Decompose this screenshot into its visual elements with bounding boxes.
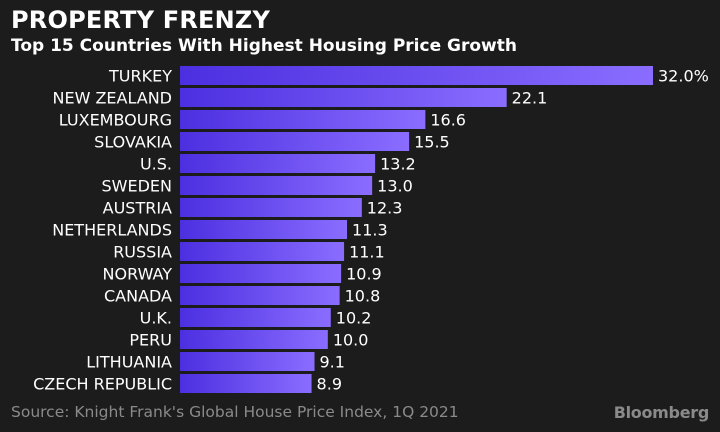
category-label: RUSSIA <box>113 243 172 262</box>
bar-slovakia <box>180 132 410 151</box>
value-label: 15.5 <box>414 133 450 152</box>
category-label: SWEDEN <box>102 177 172 196</box>
value-label: 11.3 <box>352 221 388 240</box>
bar-netherlands <box>180 220 348 239</box>
category-label: CZECH REPUBLIC <box>33 375 172 394</box>
source-note: Source: Knight Frank's Global House Pric… <box>11 403 459 421</box>
value-label: 11.1 <box>349 243 385 262</box>
value-label: 32.0% <box>658 67 709 86</box>
value-label: 16.6 <box>430 111 466 130</box>
value-label: 9.1 <box>320 353 345 372</box>
value-label: 12.3 <box>367 199 403 218</box>
value-label: 13.0 <box>377 177 413 196</box>
bar-lithuania <box>180 352 315 371</box>
category-label: SLOVAKIA <box>94 133 172 152</box>
category-label: U.S. <box>140 155 172 174</box>
category-label: U.K. <box>140 309 172 328</box>
category-label: NORWAY <box>103 265 173 284</box>
value-label: 10.9 <box>346 265 382 284</box>
bar-canada <box>180 286 340 305</box>
value-label: 13.2 <box>380 155 416 174</box>
bar-luxembourg <box>180 110 426 129</box>
bar-u-s- <box>180 154 376 173</box>
category-label: AUSTRIA <box>103 199 172 218</box>
chart-subtitle: Top 15 Countries With Highest Housing Pr… <box>11 36 517 56</box>
value-label: 10.8 <box>345 287 381 306</box>
chart-title: PROPERTY FRENZY <box>11 6 271 34</box>
category-label: LITHUANIA <box>86 353 172 372</box>
bar-u-k- <box>180 308 331 327</box>
value-label: 22.1 <box>512 89 548 108</box>
bar-peru <box>180 330 328 349</box>
bloomberg-logo: Bloomberg <box>613 403 710 422</box>
category-label: PERU <box>129 331 172 350</box>
value-label: 10.0 <box>333 331 369 350</box>
bar-sweden <box>180 176 373 195</box>
bar-austria <box>180 198 362 217</box>
category-label: CANADA <box>104 287 172 306</box>
bar-new-zealand <box>180 88 507 107</box>
category-label: NETHERLANDS <box>52 221 172 240</box>
category-label: NEW ZEALAND <box>52 89 172 108</box>
category-label: TURKEY <box>108 67 172 86</box>
bar-russia <box>180 242 345 261</box>
bar-turkey <box>180 66 653 85</box>
value-label: 8.9 <box>317 375 342 394</box>
bar-norway <box>180 264 342 283</box>
bar-czech-republic <box>180 374 312 393</box>
category-label: LUXEMBOURG <box>59 111 172 130</box>
value-label: 10.2 <box>336 309 372 328</box>
